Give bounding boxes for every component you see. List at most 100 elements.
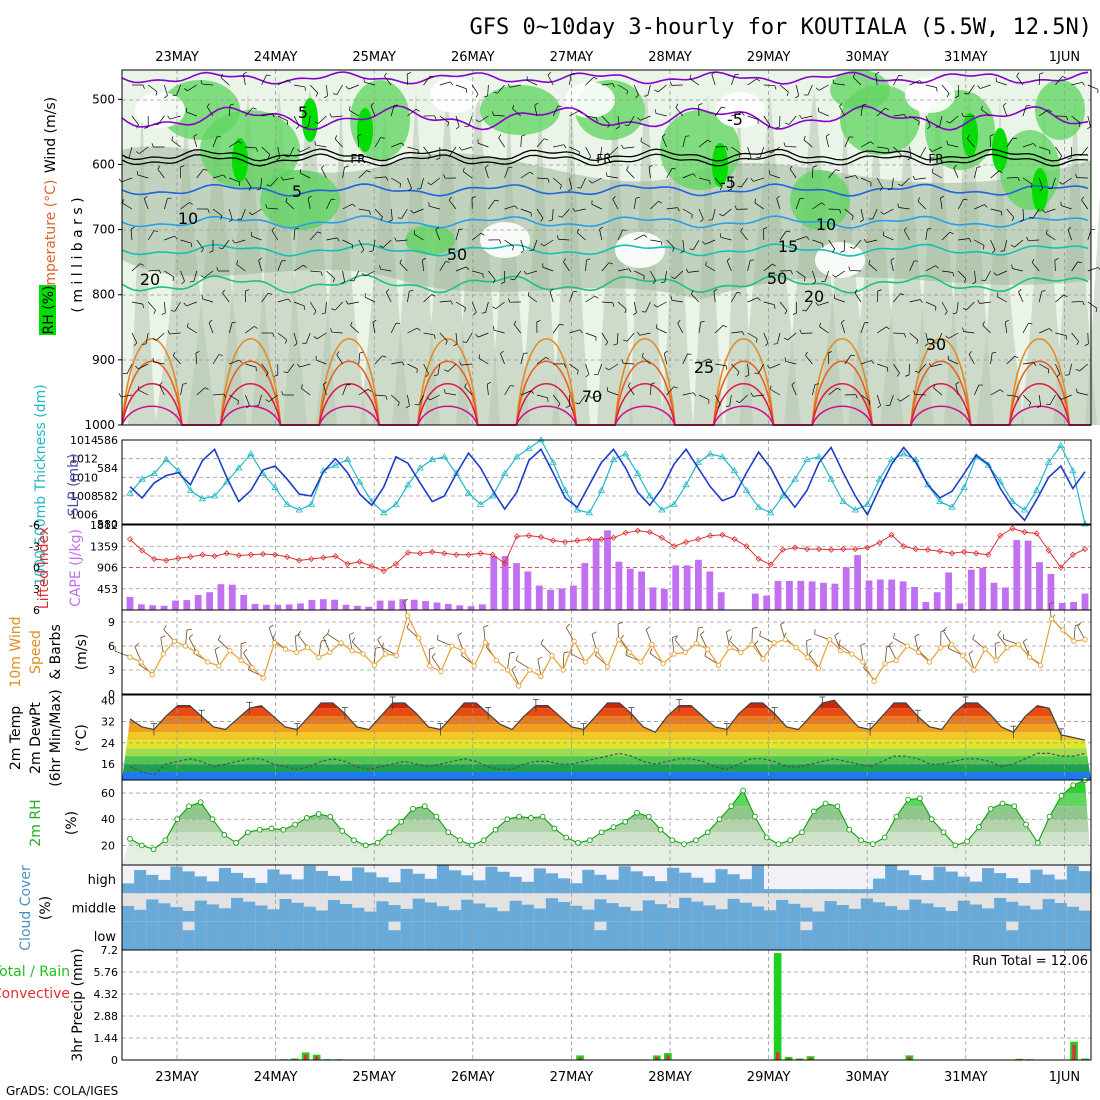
wind-barb-flag (579, 329, 583, 334)
wind-barb-flag (544, 138, 549, 141)
wind-barb (252, 208, 262, 216)
wind-barb-flag (949, 231, 954, 235)
cloud-cell (412, 873, 426, 894)
wind-barb (241, 208, 246, 220)
rh-saturated-patch (1032, 168, 1048, 212)
wind-barb-flag (1076, 388, 1078, 393)
wind10m-speed-point (971, 667, 977, 673)
wind-barb (779, 84, 789, 93)
wind-barb (229, 359, 240, 365)
wind-barb-flag (992, 351, 997, 354)
wind-barb-flag (431, 294, 436, 297)
wind-barb-flag (879, 187, 883, 191)
wind-barb-flag (498, 134, 502, 138)
wind-barb (967, 138, 975, 148)
wind-barb (318, 115, 327, 124)
wind-barb (374, 176, 386, 179)
wind10m-speed-point (327, 649, 333, 656)
lifted-index-point (380, 567, 387, 575)
wind10m-speed-point (538, 673, 544, 680)
wind-barb (1055, 363, 1061, 375)
wind-barb (1006, 355, 1015, 365)
wind-barb (461, 146, 473, 151)
wind-barb (1002, 105, 1008, 117)
wind10m-speed-point (771, 640, 777, 646)
wind-barb (1055, 76, 1063, 86)
cloud-cell (969, 881, 983, 894)
wind10m-speed-line (127, 612, 1088, 689)
thickness-point (513, 453, 521, 460)
wind10m-unit: (m/s) (74, 634, 90, 671)
wind-barb-flag (594, 295, 599, 299)
wind-barb (193, 270, 198, 282)
wind10m-barb-flag (160, 635, 166, 639)
wind10m-barb-flag (509, 651, 515, 654)
wind-barb (601, 262, 610, 272)
wind-barb-flag (750, 259, 755, 261)
wind-barb-flag (248, 212, 253, 216)
rh2m-point (787, 837, 794, 844)
wind10m-barb-flag (188, 634, 194, 639)
wind-barb (547, 75, 554, 86)
wind-barb (617, 229, 623, 241)
wind-barb-flag (167, 330, 170, 335)
wind10m-speed-point (1049, 616, 1055, 622)
wind-barb-flag (548, 219, 553, 222)
wind-barb (1055, 294, 1065, 303)
cape-bar (297, 603, 304, 610)
lifted-index-point (356, 558, 363, 565)
wind-barb-flag (268, 154, 271, 159)
temp2m-color-bands (122, 695, 1091, 780)
wind-barb-flag (907, 157, 912, 161)
cape-bar (933, 592, 941, 610)
wind-barb-flag (243, 71, 247, 75)
wind-barb (478, 332, 489, 338)
wind-barb-flag (140, 263, 144, 266)
cloud-cell (1042, 899, 1056, 922)
cloud-cell-bg (824, 865, 838, 894)
wind-barb (429, 394, 440, 401)
wind-barb (195, 353, 198, 365)
wind10m-barb-flag (729, 636, 733, 641)
wind-barb (1039, 328, 1050, 334)
wind-barb (542, 266, 554, 272)
cloud-cell (764, 921, 777, 950)
precip-tick: 7.2 (101, 944, 119, 957)
wind10m-barb-flag (674, 635, 679, 641)
rh2m-point (221, 832, 228, 838)
wind-barb-flag (972, 281, 977, 285)
rh2m-point (917, 795, 923, 802)
cloud-cell (642, 921, 656, 950)
rh2m-point (928, 816, 935, 823)
wind-barb (763, 301, 775, 306)
temp2m-unit: (°C) (74, 724, 90, 752)
cape-bar (467, 606, 475, 610)
wind-barb (1032, 208, 1040, 219)
wind-barb (251, 235, 262, 241)
wind-barb-flag (1033, 362, 1037, 367)
wind10m-barb-flag (1077, 622, 1082, 627)
lifted-index-point (598, 536, 605, 543)
wind10m-speed-point (438, 668, 444, 675)
rh2m-point (610, 824, 617, 830)
lifted-index-point (562, 538, 569, 546)
wind-barb-flag (605, 172, 608, 177)
wind-barb (714, 394, 721, 405)
bottom-date-label: 31MAY (944, 1070, 988, 1085)
wind-barb (455, 229, 460, 241)
wind-barb (1022, 323, 1029, 334)
wind-barb (1062, 177, 1072, 185)
wind10m-speed-point (193, 649, 200, 656)
wind-barb (130, 229, 133, 241)
wind-barb-flag (754, 198, 757, 203)
wind-barb-flag (323, 381, 327, 385)
wind10m-barb (318, 640, 322, 657)
temp-band (122, 756, 1091, 765)
thickness-point (851, 506, 860, 513)
slp-tick: 1008 (70, 490, 98, 503)
wind-barb (413, 234, 424, 241)
top-date-axis: 23MAY 24MAY 25MAY 26MAY 27MAY 28MAY 29MAY 30MAY… (155, 50, 1080, 65)
wind-barb-flag (329, 113, 332, 118)
wind-barb (591, 177, 602, 184)
wind-barb-flag (493, 91, 498, 94)
